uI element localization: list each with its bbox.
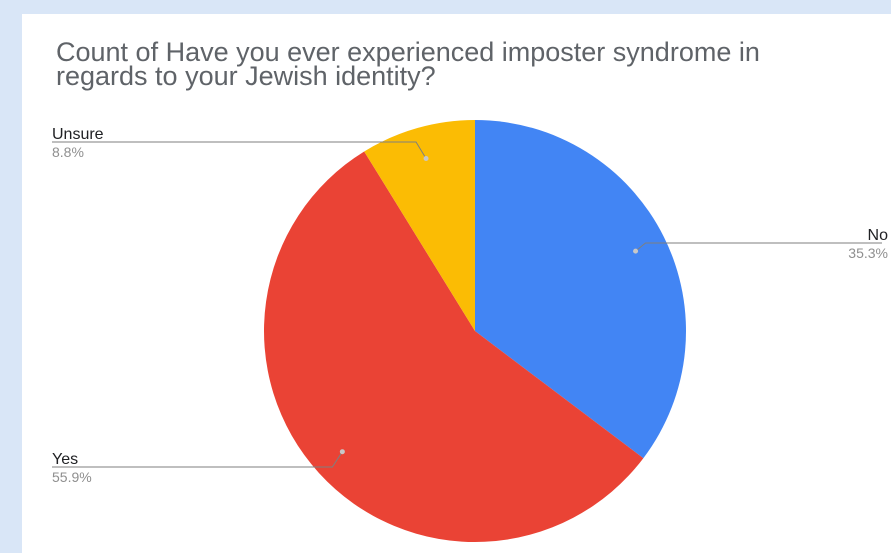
slice-percent-no: 35.3% <box>848 245 888 261</box>
leader-line-no <box>635 242 882 252</box>
slice-label-no: No <box>868 227 889 244</box>
leader-dot-unsure <box>423 155 429 161</box>
chart-card: Count of Have you ever experienced impos… <box>22 14 891 553</box>
slice-label-unsure: Unsure <box>52 126 104 143</box>
slice-percent-yes: 55.9% <box>52 469 92 485</box>
leader-dot-no <box>633 248 639 254</box>
leader-line-yes <box>52 451 343 468</box>
slice-percent-unsure: 8.8% <box>52 144 84 160</box>
slice-label-yes: Yes <box>52 451 78 468</box>
leader-dot-yes <box>339 449 345 455</box>
pie-slice-yes[interactable] <box>264 151 644 542</box>
pie-slice-no[interactable] <box>475 120 687 459</box>
leader-line-unsure <box>52 141 427 159</box>
chart-title: Count of Have you ever experienced impos… <box>56 37 760 91</box>
pie-slice-unsure[interactable] <box>364 120 475 331</box>
